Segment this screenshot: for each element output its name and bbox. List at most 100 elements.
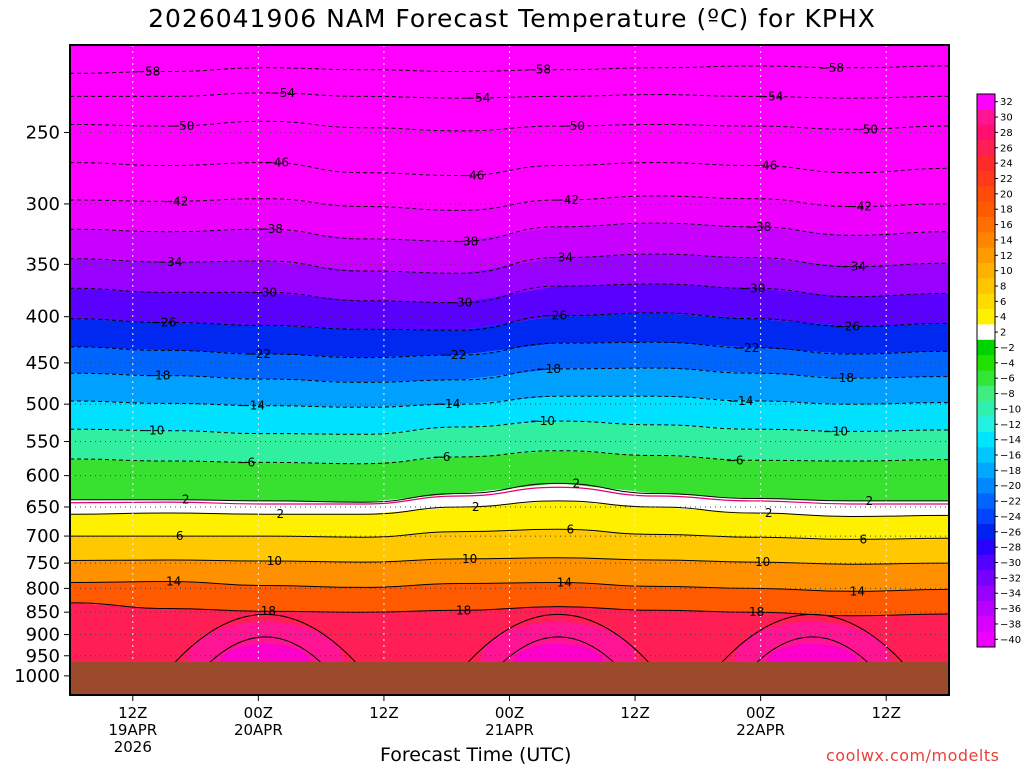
colorbar-swatch (977, 232, 995, 249)
colorbar-label: 10 (1000, 266, 1013, 277)
contour-label: 2 (866, 494, 874, 508)
temp-band-4 (70, 284, 949, 331)
colorbar-label: −26 (1000, 527, 1021, 538)
colorbar-swatch (977, 478, 995, 494)
y-tick-label: 950 (26, 646, 60, 667)
grid-lines (70, 45, 949, 695)
y-tick-label: 750 (26, 553, 60, 574)
temp-band-10 (70, 450, 949, 503)
y-tick-label: 900 (26, 625, 60, 646)
colorbar-swatch (977, 170, 995, 187)
colorbar-label: −40 (1000, 635, 1021, 646)
contour-label: 10 (755, 555, 770, 569)
colorbar-label: 26 (1000, 143, 1013, 154)
contour-label: −14 (240, 399, 265, 413)
freezing-level-line (70, 486, 949, 505)
colorbar-label: −32 (1000, 573, 1021, 584)
contour-m58-0 (70, 65, 949, 74)
x-axis-title: Forecast Time (UTC) (380, 744, 572, 766)
colorbar-swatch (977, 293, 995, 310)
colorbar-swatch (977, 385, 995, 402)
colorbar-label: 20 (1000, 189, 1013, 200)
colorbar-label: 14 (1000, 235, 1013, 246)
y-tick-label: 600 (26, 466, 60, 487)
contour-label: −18 (145, 369, 170, 383)
contour-label: 18 (261, 604, 276, 618)
temp-band-13 (70, 529, 949, 565)
contour-label: −54 (465, 91, 490, 105)
colorbar-label: −22 (1000, 497, 1021, 508)
contour-2-14 (70, 482, 949, 503)
contour-label: −10 (823, 424, 848, 438)
colorbar-label: 16 (1000, 220, 1013, 231)
contour-m54-1 (70, 92, 949, 99)
contour-m50-2 (70, 120, 949, 132)
contour-label: −38 (258, 222, 283, 236)
colorbar-swatch (977, 508, 995, 525)
colorbar-label: 12 (1000, 251, 1013, 262)
contour-label: −22 (441, 348, 466, 362)
colorbar-label: −18 (1000, 466, 1021, 477)
contour-label: −14 (728, 394, 753, 408)
contour-label: −46 (459, 168, 484, 182)
colorbar-swatch (977, 416, 995, 433)
contour-label: 2 (182, 493, 190, 507)
contour-labels: −58 −58 −58 −54 −54 −54 −50 −50 −50 −46 −46 −46 −42 −… (135, 61, 878, 619)
contour-label: −50 (169, 119, 194, 133)
contour-label: −10 (139, 424, 164, 438)
y-tick-label: 800 (26, 578, 60, 599)
contour-label: −34 (548, 251, 573, 265)
colorbar-swatch (977, 186, 995, 203)
colorbar-label: 32 (1000, 97, 1013, 108)
contour-label: −42 (847, 200, 872, 214)
contour-label: −46 (264, 156, 289, 170)
colorbar-label: −20 (1000, 481, 1021, 492)
colorbar-label: 8 (1000, 282, 1006, 293)
colorbar-label: 18 (1000, 205, 1013, 216)
colorbar-label: 22 (1000, 174, 1013, 185)
colorbar-label: −28 (1000, 543, 1021, 554)
colorbar-label: −16 (1000, 450, 1021, 461)
colorbar-swatch (977, 94, 995, 110)
temp-band-6 (70, 342, 949, 383)
colorbar-swatch (977, 278, 995, 295)
contour-label: −58 (135, 65, 160, 79)
contour-m34-6 (70, 253, 949, 274)
contour-label: −22 (246, 347, 271, 361)
colorbar-swatch (977, 539, 995, 556)
contour-label: 14 (850, 584, 865, 598)
contour-label: 2 (573, 476, 581, 490)
colorbar-swatch (977, 109, 995, 126)
warm-contour-outer-0 (174, 613, 356, 663)
colorbar: 32 30 28 26 24 22 20 18 16 14 12 10 8 6 4 2 −2 −4 −6 −8 −10 −… (976, 93, 1021, 648)
x-tick-label: 12Z (620, 704, 649, 722)
watermark-link[interactable]: coolwx.com/modelts (826, 746, 1000, 765)
contour-m18-10 (70, 367, 949, 383)
x-tick-label: 2026 (114, 738, 152, 756)
colorbar-swatch (977, 524, 995, 540)
colorbar-label: −2 (1000, 343, 1015, 354)
temp-band-5 (70, 312, 949, 358)
y-tick-label: 550 (26, 432, 60, 453)
contour-m38-5 (70, 222, 949, 242)
contour-label: −34 (157, 255, 182, 269)
y-tick-label: 1000 (14, 666, 60, 687)
colorbar-label: −30 (1000, 558, 1021, 569)
contour-label: −46 (752, 159, 777, 173)
colorbar-label: −6 (1000, 374, 1015, 385)
colorbar-label: −38 (1000, 619, 1021, 630)
x-tick-label: 20APR (234, 721, 283, 739)
contour-label: 6 (860, 532, 868, 546)
contour-2-15 (70, 500, 949, 518)
colorbar-frame (976, 93, 996, 648)
colorbar-swatch (977, 631, 995, 648)
contour-label: −6 (433, 450, 451, 464)
colorbar-label: −34 (1000, 589, 1021, 600)
colorbar-label: −10 (1000, 404, 1021, 415)
contour-label: −42 (163, 194, 188, 208)
colorbar-swatch (977, 140, 995, 156)
x-tick-label: 12Z (369, 704, 398, 722)
contour-label: 2 (765, 506, 773, 520)
colorbar-swatch (977, 431, 995, 448)
